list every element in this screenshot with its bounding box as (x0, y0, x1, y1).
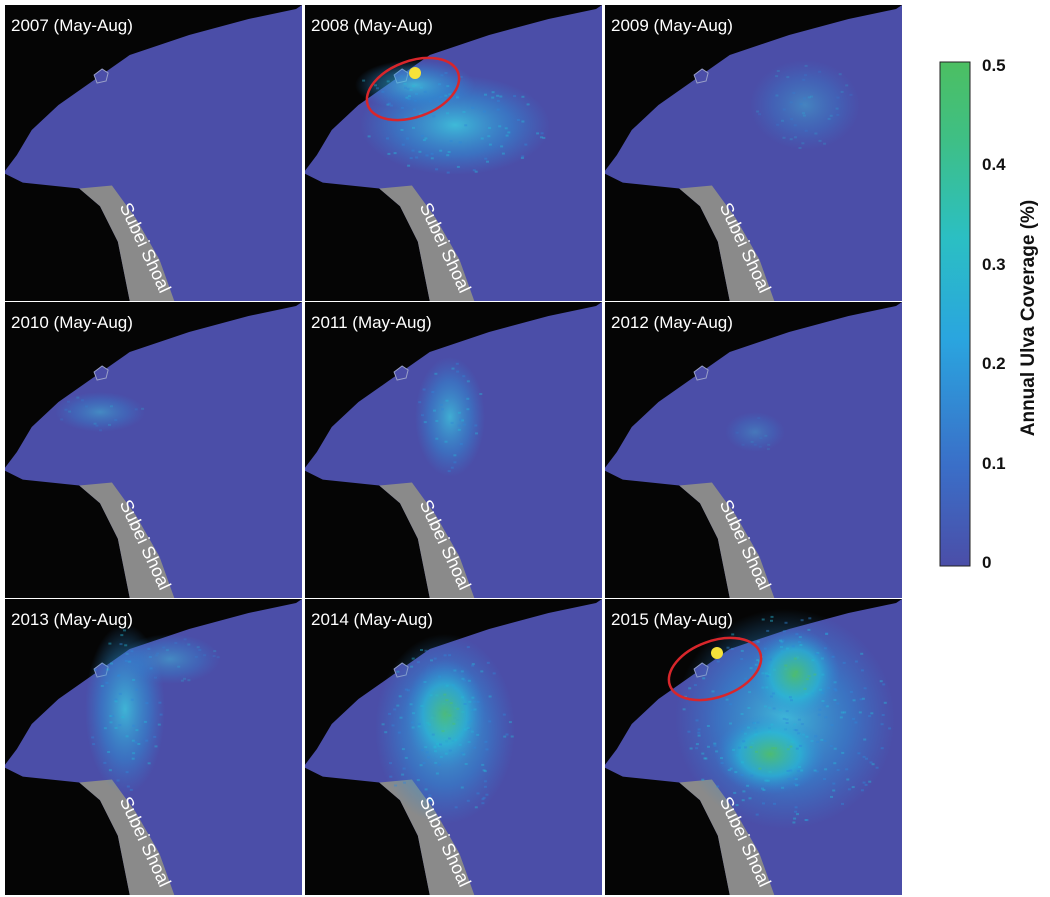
land-area-south (605, 470, 730, 598)
ulva-bloom-patch (750, 629, 840, 719)
colorbar-tick-0.1: 0.1 (982, 454, 1006, 473)
colorbar-tick-0.4: 0.4 (982, 155, 1006, 174)
subei-shoal-area (679, 185, 775, 301)
colorbar-tick-0.3: 0.3 (982, 255, 1006, 274)
subei-shoal-area (379, 482, 475, 598)
land-area (5, 599, 302, 765)
subei-shoal-area (79, 779, 175, 895)
panel-title: 2007 (May-Aug) (11, 16, 133, 35)
map-panel-2009: 2009 (May-Aug)Subei Shoal (605, 5, 902, 301)
subei-shoal-area (379, 779, 475, 895)
map-panel-2012: 2012 (May-Aug)Subei Shoal (605, 302, 902, 598)
land-area-south (605, 173, 730, 301)
land-area-south (5, 470, 130, 598)
map-panel-2010: 2010 (May-Aug)Subei Shoal (5, 302, 302, 598)
subei-shoal-area (679, 482, 775, 598)
land-area (605, 302, 902, 468)
land-area-south (5, 173, 130, 301)
land-area (605, 599, 902, 765)
colorbar: 0.5 0.4 0.3 0.2 0.1 0 Annual Ulva Covera… (939, 56, 1039, 572)
island (93, 68, 109, 84)
panel-title: 2008 (May-Aug) (311, 16, 433, 35)
panel-title: 2012 (May-Aug) (611, 313, 733, 332)
colorbar-label: Annual Ulva Coverage (%) (1018, 200, 1039, 437)
map-panel-2008: 2008 (May-Aug)Subei Shoal (305, 5, 602, 301)
map-panel-2007: 2007 (May-Aug)Subei Shoal (5, 5, 302, 301)
island (393, 365, 409, 381)
ulva-bloom-patch (55, 392, 145, 432)
land-area (605, 5, 902, 171)
highlight-circle (667, 636, 763, 702)
highlight-circle (365, 56, 461, 122)
map-panel-2011: 2011 (May-Aug)Subei Shoal (305, 302, 602, 598)
subei-shoal-area (679, 779, 775, 895)
subei-shoal-area (379, 185, 475, 301)
ulva-bloom-patch (405, 659, 485, 769)
colorbar-tick-0.5: 0.5 (982, 56, 1006, 75)
land-area (305, 302, 602, 468)
ulva-bloom-patch (715, 714, 825, 794)
ulva-bloom-patch (750, 60, 860, 150)
colorbar-tick-0: 0 (982, 553, 991, 572)
land-area-south (5, 767, 130, 895)
land-area-south (605, 767, 730, 895)
ulva-bloom-patch (725, 412, 785, 452)
colorbar-tick-0.2: 0.2 (982, 354, 1006, 373)
land-area (5, 302, 302, 468)
subei-shoal-area (79, 482, 175, 598)
ulva-bloom-patch (120, 634, 220, 684)
panel-title: 2015 (May-Aug) (611, 610, 733, 629)
map-panel-2013: 2013 (May-Aug)Subei Shoal (5, 599, 302, 895)
island (93, 365, 109, 381)
land-area (305, 5, 602, 171)
sampling-site-dot (409, 67, 421, 79)
land-area (305, 599, 602, 765)
panel-title: 2014 (May-Aug) (311, 610, 433, 629)
sampling-site-dot (711, 647, 723, 659)
island (693, 365, 709, 381)
panel-title: 2011 (May-Aug) (311, 313, 432, 332)
map-panel-2014: 2014 (May-Aug)Subei Shoal (305, 599, 602, 895)
subei-shoal-area (79, 185, 175, 301)
map-panel-2015: 2015 (May-Aug)Subei Shoal (605, 599, 902, 895)
colorbar-gradient (939, 61, 971, 567)
land-area (5, 5, 302, 171)
panel-title: 2010 (May-Aug) (11, 313, 133, 332)
ulva-bloom-patch (415, 357, 485, 477)
panel-title: 2013 (May-Aug) (11, 610, 133, 629)
island (693, 68, 709, 84)
panel-title: 2009 (May-Aug) (611, 16, 733, 35)
land-area-south (305, 470, 430, 598)
land-area-south (305, 173, 430, 301)
